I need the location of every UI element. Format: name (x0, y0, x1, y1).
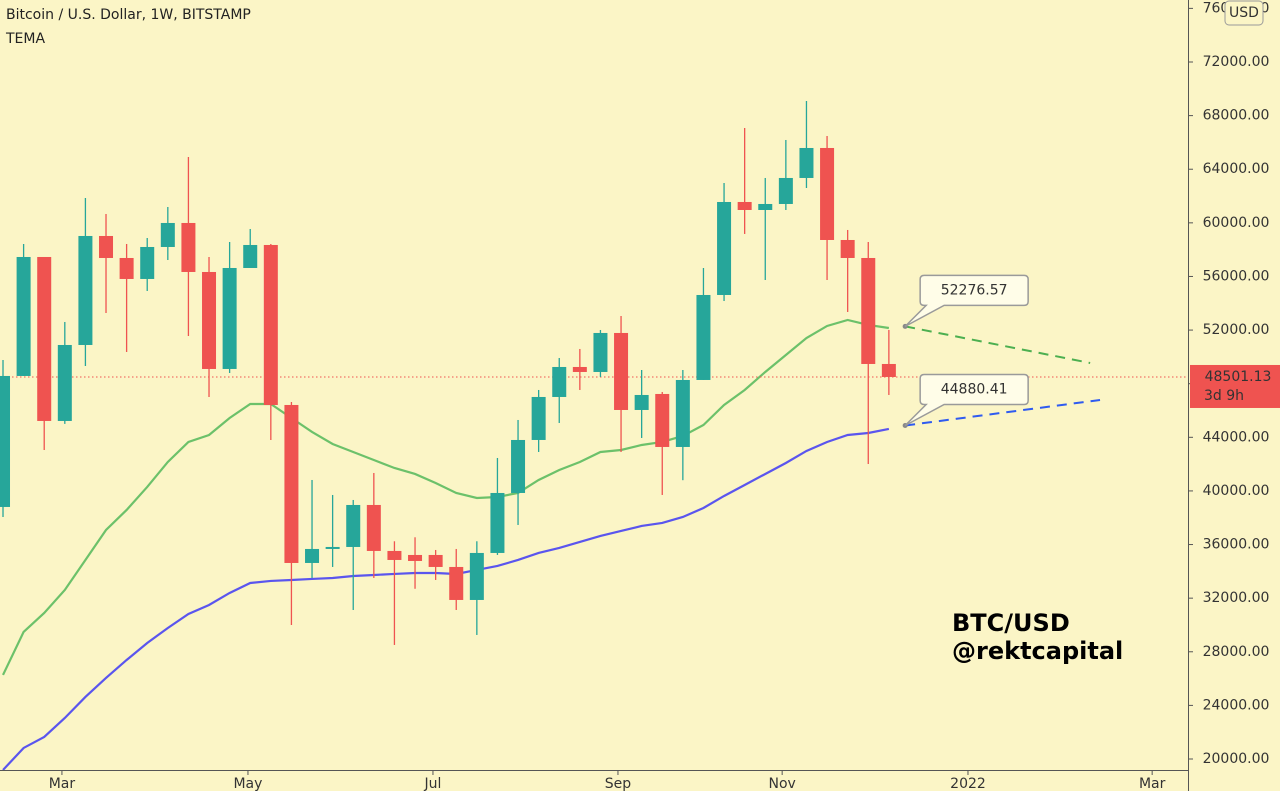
annotation: @rektcapital (952, 637, 1123, 665)
candle-body (737, 201, 752, 210)
callout-box (904, 373, 1029, 427)
chart-title: Bitcoin / U.S. Dollar, 1W, BITSTAMP (6, 7, 251, 23)
indicator-name: TEMA (5, 31, 45, 47)
y-tick-label: 44000.00 (1203, 429, 1270, 445)
candle-body (799, 147, 814, 178)
annotation: BTC/USD (952, 609, 1070, 637)
y-tick-label: 36000.00 (1203, 537, 1270, 553)
candle-body (675, 379, 690, 447)
y-tick-label: 64000.00 (1203, 161, 1270, 177)
y-tick-label: 72000.00 (1203, 54, 1270, 70)
candle-body (840, 239, 855, 258)
candle-body (469, 552, 484, 600)
plot-area (0, 100, 1188, 770)
last-price-label: 48501.13 (1205, 369, 1272, 385)
candle-body (346, 504, 361, 547)
candle-body (614, 332, 629, 410)
candle-body (99, 235, 114, 258)
candle-body (861, 257, 876, 364)
axes: 20000.00 24000.00 28000.00 32000.00 36000.00… (49, 0, 1270, 791)
indicator-line (2, 427, 890, 770)
candle-body (696, 294, 711, 380)
candle-body (634, 394, 649, 410)
y-tick-label: 56000.00 (1203, 268, 1270, 284)
candle-body (717, 201, 732, 295)
candle-body (881, 363, 896, 377)
candle-body (181, 222, 196, 272)
candle-body (160, 222, 175, 247)
candle-body (387, 550, 402, 560)
last-price-box (1190, 364, 1280, 408)
callout-box (904, 274, 1029, 328)
y-tick-label: 60000.00 (1203, 215, 1270, 231)
candle-body (531, 396, 546, 440)
x-tick-label: Jul (424, 776, 442, 791)
callout-label: 52276.57 (941, 282, 1008, 298)
candle-body (593, 332, 608, 372)
indicator-line (2, 318, 890, 676)
candle-body (222, 267, 237, 369)
candle-body (263, 244, 278, 405)
candle-body (202, 271, 217, 369)
y-tick-label: 24000.00 (1203, 697, 1270, 713)
candle-body (511, 439, 526, 493)
candle-body (119, 257, 134, 279)
candle-body (572, 366, 587, 372)
candle-body (16, 256, 31, 376)
candle-body (820, 147, 835, 240)
x-tick-label: Nov (768, 776, 795, 791)
candle-body (140, 246, 155, 279)
y-tick-label: 28000.00 (1203, 644, 1270, 660)
candle-body (449, 566, 464, 600)
candle-body (37, 256, 52, 421)
currency-button[interactable] (1224, 0, 1264, 26)
candle-body (366, 504, 381, 551)
candle-body (284, 404, 299, 563)
candle-body (78, 235, 93, 345)
candle-body (758, 203, 773, 210)
candle-body (57, 344, 72, 421)
y-tick-label: 32000.00 (1203, 590, 1270, 606)
y-tick-label: 40000.00 (1203, 483, 1270, 499)
candle-body (0, 375, 11, 507)
callout-label: 44880.41 (941, 382, 1008, 398)
y-tick-label: 20000.00 (1203, 751, 1270, 767)
candle-body (305, 548, 320, 563)
candle-body (552, 366, 567, 397)
candle-body (243, 244, 258, 268)
candle-body (490, 492, 505, 553)
x-tick-label: Sep (605, 776, 632, 791)
x-tick-label: Mar (49, 776, 76, 791)
candle-body (655, 393, 670, 447)
candle-body (428, 554, 443, 567)
candle-body (778, 177, 793, 204)
x-tick-label: May (233, 776, 262, 791)
y-tick-label: 52000.00 (1203, 322, 1270, 338)
currency-label[interactable]: USD (1229, 5, 1259, 21)
countdown-label: 3d 9h (1204, 388, 1244, 404)
x-tick-label: Mar (1139, 776, 1166, 791)
candle-body (325, 546, 340, 549)
x-tick-label: 2022 (950, 776, 986, 791)
y-tick-label: 68000.00 (1203, 108, 1270, 124)
candle-body (408, 554, 423, 561)
projection-line (904, 325, 1091, 364)
